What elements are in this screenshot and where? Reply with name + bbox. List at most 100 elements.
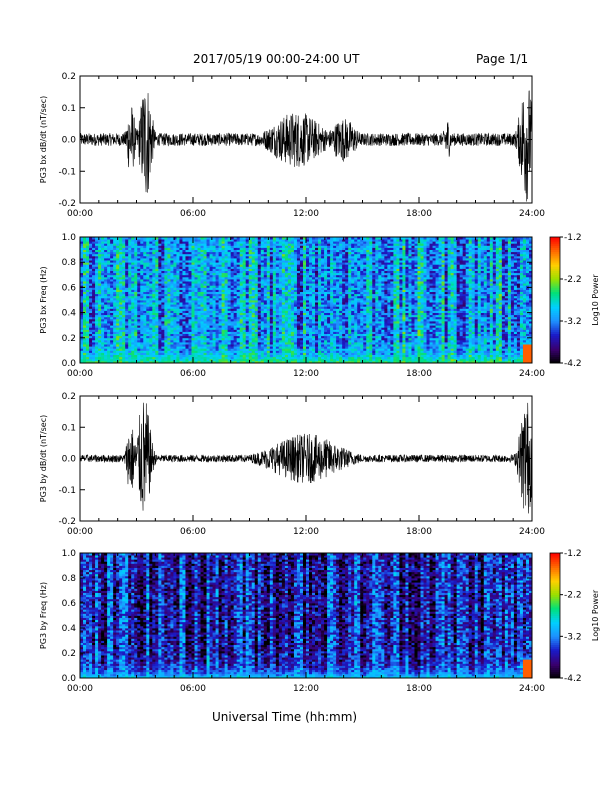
heatmap-cell [275, 255, 280, 259]
heatmap-cell [212, 335, 216, 339]
heatmap-cell [185, 342, 189, 345]
heatmap-cell [242, 358, 247, 362]
heatmap-cell [281, 329, 286, 332]
heatmap-cell [176, 260, 180, 263]
heatmap-cell [215, 304, 220, 307]
heatmap-cell [218, 339, 223, 343]
x-tick-label: 18:00 [406, 209, 432, 219]
heatmap-cell [224, 356, 229, 360]
heatmap-cell [104, 325, 108, 328]
heatmap-cell [209, 335, 213, 339]
heatmap-cell [122, 344, 126, 347]
heatmap-cell [146, 243, 150, 246]
heatmap-cell [281, 266, 286, 269]
heatmap-cell [155, 297, 159, 301]
heatmap-cell [86, 346, 90, 349]
heatmap-cell [119, 325, 123, 328]
heatmap-cell [200, 258, 204, 261]
heatmap-cell [230, 287, 235, 290]
heatmap-cell [134, 285, 138, 288]
heatmap-cell [269, 352, 274, 355]
heatmap-cell [248, 346, 253, 349]
heatmap-cell [158, 321, 162, 324]
heatmap-cell [281, 333, 286, 337]
heatmap-cell [146, 285, 150, 288]
heatmap-cell [281, 255, 286, 259]
heatmap-cell [143, 339, 147, 343]
heatmap-cell [242, 333, 247, 337]
heatmap-cell [164, 274, 168, 278]
heatmap-cell [131, 276, 135, 280]
heatmap-cell [206, 274, 210, 278]
heatmap-cell [197, 300, 201, 303]
heatmap-cell [107, 356, 111, 360]
heatmap-cell [251, 312, 256, 316]
heatmap-cell [98, 289, 102, 292]
heatmap-cell [200, 255, 204, 259]
heatmap-cell [128, 312, 132, 316]
heatmap-cell [290, 348, 295, 351]
heatmap-cell [194, 323, 198, 326]
heatmap-cell [278, 255, 283, 259]
heatmap-cell [119, 289, 123, 292]
heatmap-cell [197, 251, 201, 255]
heatmap-cell [86, 314, 90, 318]
heatmap-cell [215, 348, 220, 351]
heatmap-cell [272, 352, 277, 355]
heatmap-cell [296, 327, 301, 330]
heatmap-cell [281, 245, 286, 248]
heatmap-cell [179, 350, 183, 353]
heatmap-cell [140, 253, 144, 257]
heatmap-cell [137, 335, 141, 339]
heatmap-cell [89, 314, 93, 318]
heatmap-cell [191, 258, 195, 261]
heatmap-cell [101, 360, 105, 364]
heatmap-cell [263, 287, 268, 290]
heatmap-cell [179, 360, 183, 364]
heatmap-cell [188, 325, 192, 328]
heatmap-cell [203, 274, 207, 278]
heatmap-cell [110, 346, 114, 349]
heatmap-cell [218, 258, 223, 261]
heatmap-cell [218, 270, 223, 274]
heatmap-cell [287, 279, 292, 282]
heatmap-cell [164, 260, 168, 263]
heatmap-cell [191, 287, 195, 290]
heatmap-cell [155, 360, 159, 364]
heatmap-cell [272, 268, 277, 271]
heatmap-cell [236, 335, 241, 339]
heatmap-cell [89, 291, 93, 295]
heatmap-cell [107, 350, 111, 353]
heatmap-cell [230, 323, 235, 326]
heatmap-cell [251, 316, 256, 320]
heatmap-cell [131, 279, 135, 282]
heatmap-cell [203, 276, 207, 280]
heatmap-cell [284, 308, 289, 311]
heatmap-cell [227, 300, 232, 303]
heatmap-cell [296, 335, 301, 339]
heatmap-cell [122, 281, 126, 284]
heatmap-cell [206, 237, 210, 240]
heatmap-cell [200, 312, 204, 316]
heatmap-cell [257, 344, 262, 347]
heatmap-cell [248, 344, 253, 347]
heatmap-cell [206, 302, 210, 305]
heatmap-cell [206, 310, 210, 313]
heatmap-cell [182, 342, 186, 345]
heatmap-cell [269, 293, 274, 297]
heatmap-cell [275, 335, 280, 339]
heatmap-cell [137, 253, 141, 257]
heatmap-cell [131, 335, 135, 339]
heatmap-cell [116, 325, 120, 328]
heatmap-cell [137, 274, 141, 278]
heatmap-cell [89, 268, 93, 271]
heatmap-cell [287, 281, 292, 284]
heatmap-cell [209, 308, 213, 311]
heatmap-cell [161, 308, 165, 311]
heatmap-cell [125, 318, 129, 322]
heatmap-cell [209, 245, 213, 248]
heatmap-cell [239, 327, 244, 330]
heatmap-cell [170, 283, 174, 286]
heatmap-cell [164, 251, 168, 255]
heatmap-cell [155, 253, 159, 257]
